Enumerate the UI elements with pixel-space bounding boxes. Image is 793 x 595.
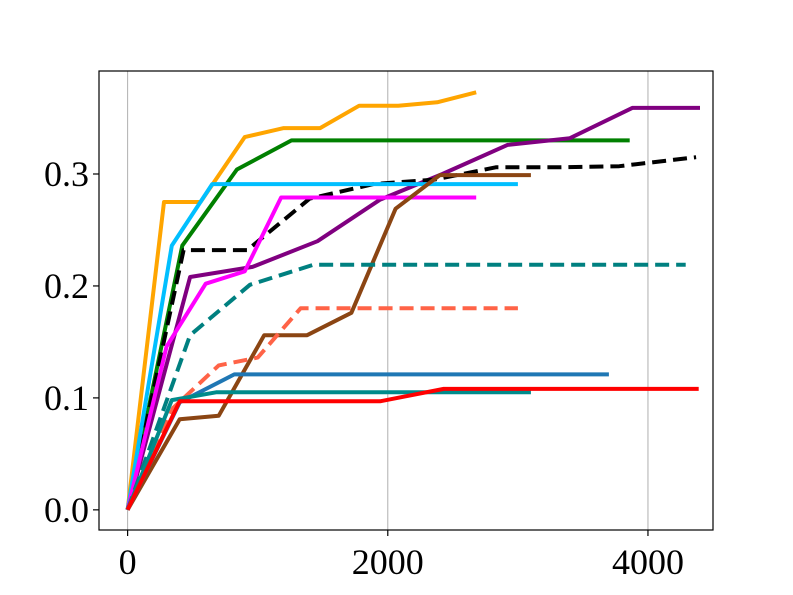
tick-labels: 0 2000 4000 0.0 0.1 0.2 0.3: [44, 154, 684, 582]
x-tick-label: 4000: [612, 542, 684, 582]
x-tick-label: 2000: [352, 542, 424, 582]
series-line-7: [125, 173, 531, 511]
series-line-8: [125, 262, 686, 511]
series-line-6: [125, 195, 477, 511]
y-tick-label: 0.3: [44, 154, 89, 194]
series-line-5: [125, 182, 518, 511]
series-line-11: [125, 390, 531, 511]
series-lines: [125, 90, 700, 511]
series-line-1: [125, 90, 477, 511]
series-line-12: [125, 386, 699, 511]
ticks: [93, 173, 649, 536]
series-line-10: [125, 372, 609, 511]
y-tick-label: 0.1: [44, 378, 89, 418]
series-line-4: [125, 155, 697, 511]
gridlines: [127, 71, 649, 530]
y-tick-label: 0.2: [44, 266, 89, 306]
y-tick-label: 0.0: [44, 490, 89, 530]
x-tick-label: 0: [119, 542, 137, 582]
plot-frame: [98, 70, 714, 531]
series-line-9: [125, 306, 518, 511]
